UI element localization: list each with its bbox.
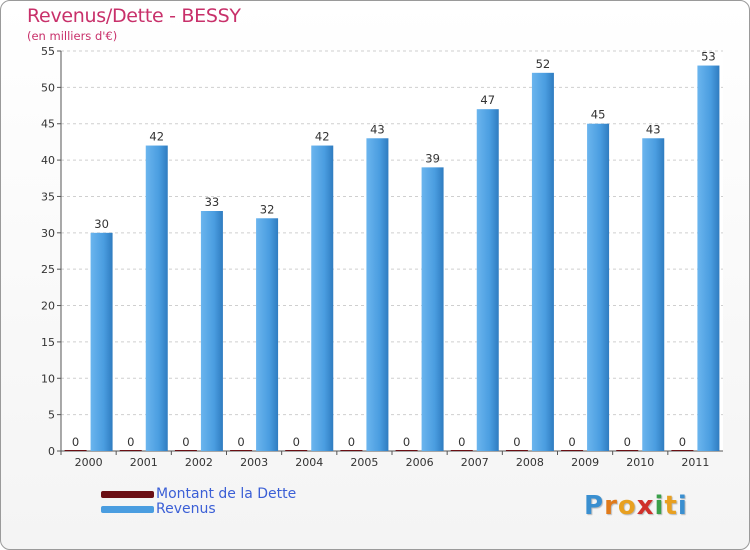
bar-dette [285,450,308,451]
data-label-dette: 0 [458,435,465,449]
logo-letter: o [617,491,637,521]
x-tick-label: 2009 [571,456,599,469]
x-tick-label: 2001 [130,456,158,469]
legend-swatch-revenus [101,506,154,513]
bar-dette [671,450,694,451]
x-tick-label: 2010 [626,456,654,469]
data-label-revenus: 43 [646,122,661,136]
proxiti-logo: Proxiti [584,491,688,521]
legend-label-revenus: Revenus [156,501,216,517]
data-label-dette: 0 [568,435,575,449]
bar-revenus [90,232,113,451]
data-label-revenus: 47 [480,93,495,107]
data-label-revenus: 45 [591,108,606,122]
bar-dette [340,450,363,451]
y-tick-label: 20 [41,300,55,313]
bar-revenus [421,167,444,451]
bar-dette [395,450,418,451]
bar-revenus [366,138,389,452]
data-label-revenus: 39 [425,151,440,165]
bar-dette [64,450,87,451]
data-label-dette: 0 [513,435,520,449]
x-tick-label: 2002 [185,456,213,469]
legend-swatch-dette [101,491,154,498]
data-label-revenus: 42 [315,130,330,144]
bar-revenus [697,65,720,451]
bar-dette [119,450,142,451]
data-label-revenus: 30 [94,217,109,231]
logo-letter: t [664,491,678,521]
x-tick-label: 2005 [350,456,378,469]
data-label-dette: 0 [182,435,189,449]
chart-title: Revenus/Dette - BESSY [27,5,241,27]
y-tick-label: 25 [41,263,55,276]
y-tick-label: 30 [41,227,55,240]
logo-letter: r [604,491,618,521]
data-label-dette: 0 [127,435,134,449]
data-label-revenus: 52 [536,57,551,71]
bar-revenus [311,145,334,451]
data-label-revenus: 43 [370,122,385,136]
x-tick-label: 2007 [461,456,489,469]
bar-dette [230,450,253,451]
logo-letter: x [636,491,655,521]
data-label-dette: 0 [624,435,631,449]
data-label-dette: 0 [293,435,300,449]
y-tick-label: 5 [48,409,55,422]
y-tick-label: 50 [41,81,55,94]
logo-letter: i [654,491,665,521]
y-tick-label: 15 [41,336,55,349]
bar-dette [561,450,584,451]
bar-revenus [476,109,499,451]
bar-revenus [256,218,279,451]
bar-revenus [200,211,223,451]
data-label-revenus: 53 [701,50,716,64]
data-label-dette: 0 [72,435,79,449]
bar-revenus [642,138,665,452]
legend-label-dette: Montant de la Dette [156,486,297,502]
bar-revenus [587,123,610,452]
x-tick-label: 2000 [75,456,103,469]
logo-letter: P [584,491,605,521]
y-tick-label: 55 [41,45,55,58]
y-tick-label: 40 [41,154,55,167]
y-tick-label: 10 [41,372,55,385]
x-tick-label: 2006 [406,456,434,469]
bar-revenus [145,145,168,451]
y-tick-label: 0 [48,445,55,458]
bar-dette [450,450,473,451]
data-label-dette: 0 [237,435,244,449]
bar-revenus [531,72,554,452]
x-tick-label: 2004 [295,456,323,469]
bar-dette [505,450,528,451]
bar-dette [174,450,197,451]
logo-letter: i [677,491,688,521]
data-label-dette: 0 [679,435,686,449]
y-tick-label: 35 [41,190,55,203]
data-label-revenus: 42 [149,130,164,144]
plot-area [61,51,723,451]
data-label-revenus: 32 [260,202,275,216]
x-tick-label: 2008 [516,456,544,469]
data-label-dette: 0 [348,435,355,449]
chart-subtitle: (en milliers d'€) [27,29,118,43]
data-label-revenus: 33 [205,195,220,209]
y-tick-label: 45 [41,118,55,131]
x-tick-label: 2011 [681,456,709,469]
x-tick-label: 2003 [240,456,268,469]
data-label-dette: 0 [403,435,410,449]
bar-dette [616,450,639,451]
